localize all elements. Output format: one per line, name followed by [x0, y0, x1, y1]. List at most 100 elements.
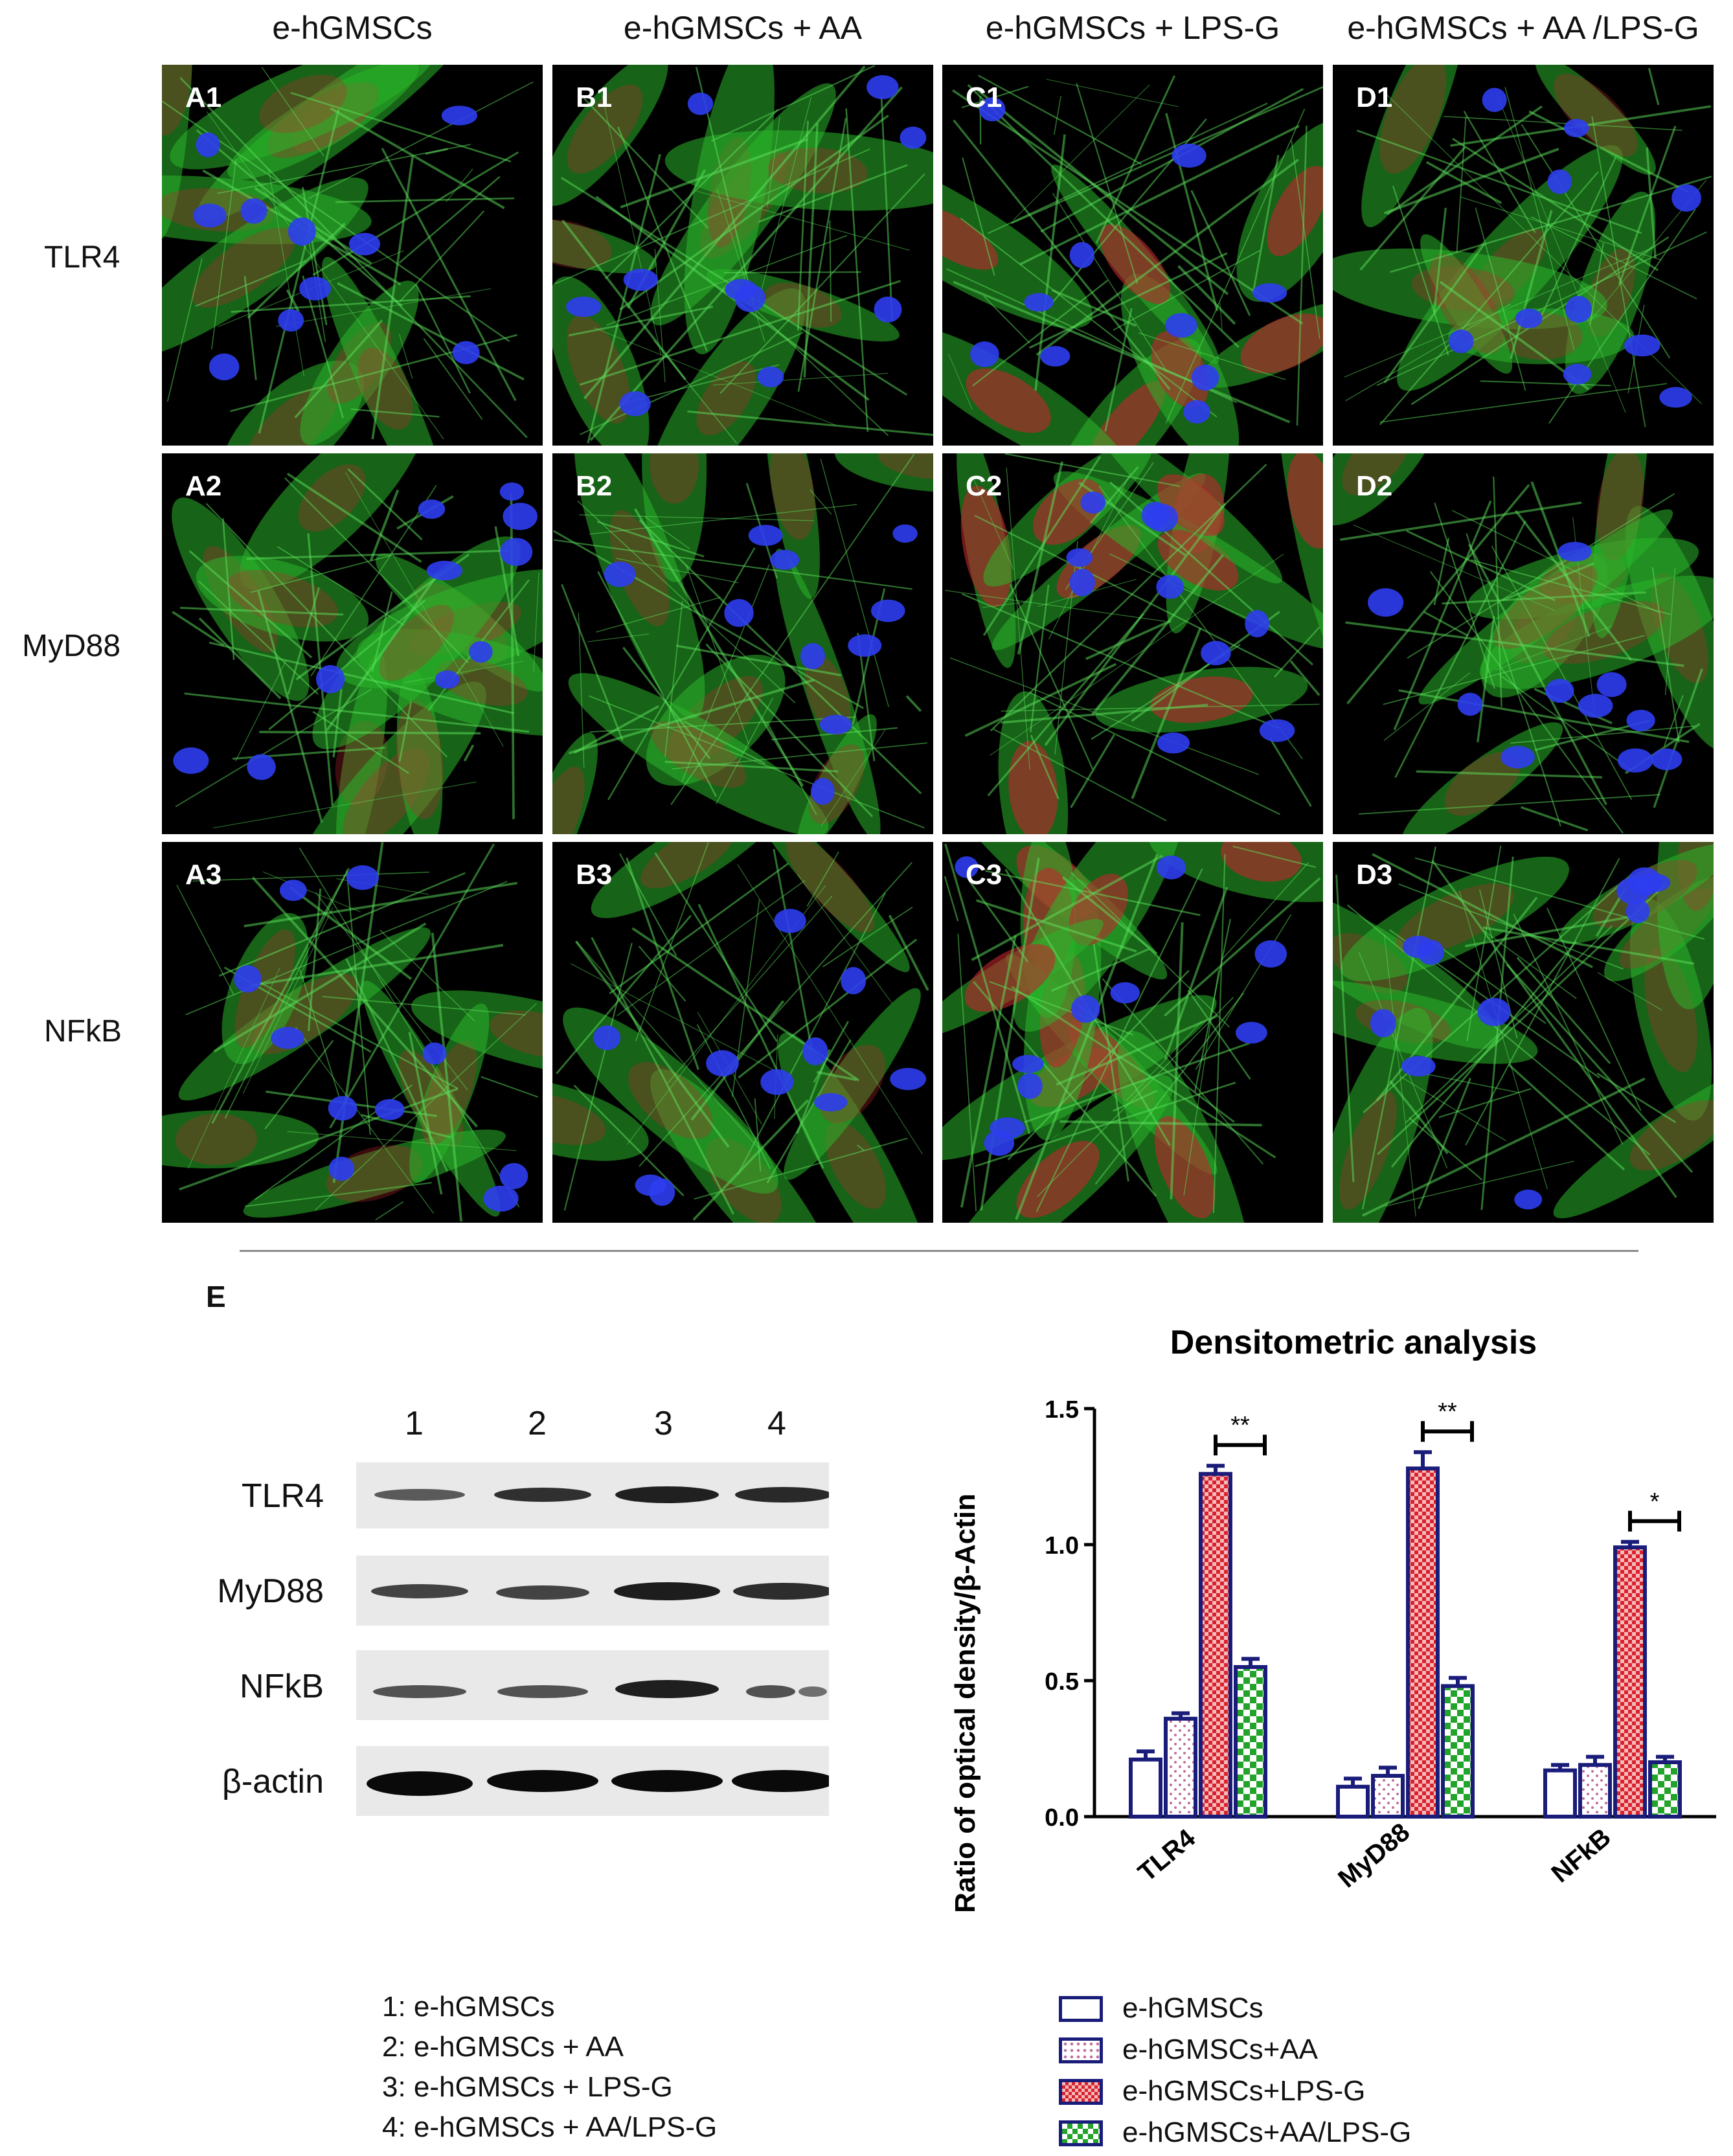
blot-strip-beta-actin [356, 1746, 835, 1816]
legend-label: e-hGMSCs+AA/LPS-G [1122, 2116, 1412, 2148]
panel-label: B2 [576, 470, 613, 502]
y-tick-label: 0.0 [1045, 1804, 1079, 1832]
micrograph-panel: A3 [162, 842, 543, 1223]
significance-bracket [1628, 1510, 1681, 1532]
bar [1543, 1768, 1577, 1819]
chart-x-ticks: TLR4 MyD88 NFkB [1133, 1818, 1616, 1894]
lane-legend-item: 2: e-hGMSCs + AA [382, 2031, 624, 2063]
blot-strip-tlr4 [356, 1462, 832, 1528]
y-tick-label: 1.0 [1045, 1532, 1079, 1560]
panel-label: D3 [1356, 859, 1393, 891]
chart-bars: ** *** [1129, 1398, 1682, 1819]
micrograph-image [162, 453, 543, 834]
panel-label: A2 [185, 470, 222, 502]
densitometry-chart: Densitometric analysis Ratio of optical … [933, 1302, 1729, 1936]
significance-bracket [1214, 1435, 1267, 1456]
blot-bands [373, 1680, 827, 1698]
bar [1648, 1760, 1682, 1819]
micrograph-panel: B2 [552, 453, 933, 834]
lane-number: 3 [654, 1405, 673, 1442]
column-header-c: e-hGMSCs + LPS-G [985, 10, 1280, 46]
micrograph-image [552, 842, 933, 1223]
row-header-tlr4: TLR4 [44, 240, 120, 275]
significance-marker: ** [1230, 1412, 1250, 1439]
lane-legend: 1: e-hGMSCs 2: e-hGMSCs + AA 3: e-hGMSCs… [382, 1987, 717, 2148]
x-tick-label: NFkB [1546, 1823, 1616, 1889]
panel-label: A1 [185, 82, 222, 113]
blot-bands [374, 1486, 832, 1503]
significance-marker: ** [1438, 1398, 1457, 1425]
panel-label: C1 [966, 82, 1002, 113]
legend-swatch-dots [1059, 2037, 1103, 2063]
micrograph-panel: A2 [162, 453, 543, 834]
section-divider [240, 1250, 1638, 1252]
micrograph-panel: B3 [552, 842, 933, 1223]
bar [1129, 1757, 1162, 1819]
micrograph-image [942, 842, 1323, 1223]
micrograph-image [162, 65, 543, 446]
bar [1578, 1763, 1612, 1819]
column-header-d: e-hGMSCs + AA /LPS-G [1347, 10, 1699, 46]
legend-label: e-hGMSCs+LPS-G [1122, 2075, 1366, 2107]
micrograph-image [1333, 453, 1714, 834]
x-tick-label: MyD88 [1333, 1818, 1415, 1894]
micrograph-panel: D1 [1333, 65, 1714, 446]
micrograph-panel: D2 [1333, 453, 1714, 834]
chart-svg: Densitometric analysis Ratio of optical … [949, 1324, 1716, 1913]
significance-bracket [1421, 1421, 1474, 1442]
micrograph-panel: A1 [162, 65, 543, 446]
blot-label-tlr4: TLR4 [241, 1477, 324, 1515]
panel-label: B3 [576, 859, 613, 891]
panel-label: C2 [966, 470, 1002, 502]
panel-e-label: E [206, 1280, 226, 1313]
blot-strip-myd88 [356, 1556, 834, 1626]
bar [1336, 1784, 1370, 1819]
micrograph-image [1333, 65, 1714, 446]
bar [1613, 1545, 1647, 1819]
lane-legend-item: 4: e-hGMSCs + AA/LPS-G [382, 2111, 718, 2143]
bar [1371, 1774, 1405, 1819]
micrograph-image [162, 842, 543, 1223]
micrograph-panel: B1 [552, 65, 933, 446]
micrograph-panel: C2 [942, 453, 1323, 834]
panel-label: C3 [966, 859, 1002, 891]
blot-bands [371, 1582, 834, 1600]
micrograph-image [942, 453, 1323, 834]
blot-label-myd88: MyD88 [217, 1572, 324, 1610]
chart-title: Densitometric analysis [1170, 1324, 1537, 1361]
lane-number: 1 [405, 1405, 424, 1442]
y-tick-label: 0.5 [1045, 1668, 1079, 1696]
column-header-b: e-hGMSCs + AA [623, 10, 863, 46]
legend-label: e-hGMSCs+AA [1122, 2034, 1318, 2065]
panel-label: D1 [1356, 82, 1393, 113]
micrograph-image [552, 453, 933, 834]
bar [1164, 1716, 1197, 1819]
micrograph-image [942, 65, 1323, 446]
significance-marker: * [1650, 1488, 1660, 1515]
chart-axes: 0.0 0.5 1.0 1.5 [1045, 1396, 1716, 1832]
bar [1199, 1471, 1232, 1819]
blot-strip-nfkb [356, 1650, 829, 1720]
legend-swatch-green-check [1059, 2120, 1103, 2146]
panel-label: A3 [185, 859, 222, 891]
row-header-nfkb: NFkB [44, 1014, 122, 1049]
row-header-myd88: MyD88 [22, 629, 121, 663]
column-header-a: e-hGMSCs [272, 10, 433, 46]
panel-label: D2 [1356, 470, 1393, 502]
micrograph-panel: D3 [1333, 842, 1714, 1223]
lane-number: 4 [767, 1405, 786, 1442]
lane-legend-item: 1: e-hGMSCs [382, 1991, 555, 2023]
bar [1406, 1466, 1440, 1819]
legend-swatch-open [1059, 1996, 1103, 2022]
micrograph-panel: C3 [942, 842, 1323, 1223]
panel-label: B1 [576, 82, 613, 113]
x-tick-label: TLR4 [1133, 1824, 1201, 1887]
micrograph-image [552, 65, 933, 446]
y-tick-label: 1.5 [1045, 1396, 1079, 1424]
chart-y-axis-label: Ratio of optical density/β-Actin [949, 1493, 981, 1913]
lane-number: 2 [528, 1405, 547, 1442]
micrograph-image [1333, 842, 1714, 1223]
blot-label-beta-actin: β-actin [221, 1763, 324, 1800]
blot-bands [367, 1770, 835, 1796]
blot-label-nfkb: NFkB [240, 1668, 324, 1705]
